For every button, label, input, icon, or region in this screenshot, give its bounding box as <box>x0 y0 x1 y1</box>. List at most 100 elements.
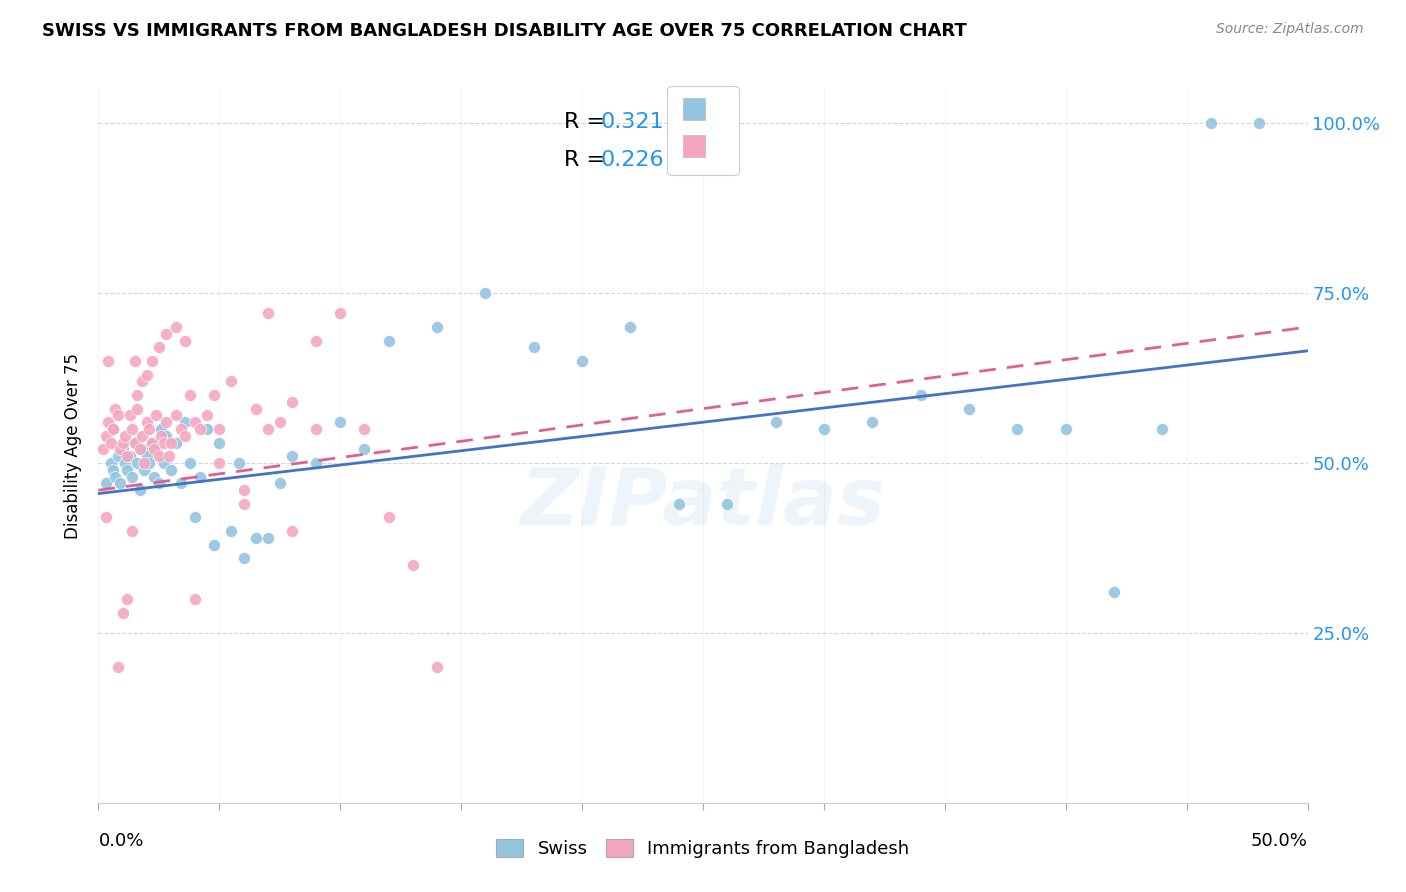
Point <box>174 429 197 443</box>
Point <box>619 320 641 334</box>
Point <box>148 449 170 463</box>
Text: SWISS VS IMMIGRANTS FROM BANGLADESH DISABILITY AGE OVER 75 CORRELATION CHART: SWISS VS IMMIGRANTS FROM BANGLADESH DISA… <box>42 22 967 40</box>
Point <box>121 422 143 436</box>
Point <box>204 388 226 402</box>
Point <box>114 456 136 470</box>
Point <box>148 341 170 355</box>
Point <box>184 591 207 606</box>
Point <box>184 415 207 429</box>
Point <box>91 442 114 457</box>
Text: Source: ZipAtlas.com: Source: ZipAtlas.com <box>1216 22 1364 37</box>
Point <box>124 435 146 450</box>
Point <box>1199 116 1222 130</box>
Point <box>195 409 218 423</box>
Point <box>860 415 883 429</box>
Point <box>141 435 163 450</box>
Point <box>100 456 122 470</box>
Point <box>145 409 167 423</box>
Point <box>135 415 157 429</box>
Point <box>402 558 425 572</box>
Point <box>474 286 496 301</box>
Point <box>353 422 375 436</box>
Point <box>232 497 254 511</box>
Point <box>232 483 254 498</box>
Text: 0.321: 0.321 <box>600 112 664 132</box>
Point <box>108 442 131 457</box>
Point <box>141 354 163 368</box>
Point <box>353 442 375 457</box>
Point <box>150 422 173 436</box>
Text: 72: 72 <box>699 150 728 169</box>
Point <box>94 429 117 443</box>
Point <box>208 422 231 436</box>
Point <box>107 449 129 463</box>
Point <box>188 422 211 436</box>
Point <box>523 341 546 355</box>
Point <box>281 394 304 409</box>
Point <box>160 463 183 477</box>
Point <box>179 388 201 402</box>
Point <box>104 469 127 483</box>
Point <box>221 524 243 538</box>
Point <box>155 429 177 443</box>
Y-axis label: Disability Age Over 75: Disability Age Over 75 <box>65 353 83 539</box>
Point <box>131 375 153 389</box>
Point <box>114 429 136 443</box>
Point <box>124 435 146 450</box>
Point <box>716 497 738 511</box>
Point <box>141 435 163 450</box>
Point <box>169 422 191 436</box>
Point <box>135 449 157 463</box>
Point <box>97 415 120 429</box>
Point <box>208 456 231 470</box>
Point <box>117 591 139 606</box>
Point <box>148 476 170 491</box>
Point <box>256 531 278 545</box>
Point <box>179 456 201 470</box>
Point <box>165 435 187 450</box>
Point <box>1007 422 1029 436</box>
Point <box>1249 116 1271 130</box>
Point <box>228 456 250 470</box>
Point <box>160 435 183 450</box>
Point <box>127 388 149 402</box>
Point <box>127 456 149 470</box>
Point <box>135 368 157 382</box>
Point <box>138 422 160 436</box>
Point <box>152 435 174 450</box>
Point <box>127 401 149 416</box>
Point <box>134 456 156 470</box>
Point <box>104 401 127 416</box>
Point <box>305 422 328 436</box>
Point <box>208 435 231 450</box>
Point <box>426 320 449 334</box>
Point <box>128 442 150 457</box>
Point <box>131 442 153 457</box>
Point <box>571 354 593 368</box>
Point <box>152 456 174 470</box>
Point <box>100 435 122 450</box>
Point <box>256 306 278 320</box>
Point <box>111 442 134 457</box>
Point <box>174 334 197 348</box>
Point <box>107 409 129 423</box>
Point <box>1152 422 1174 436</box>
Point <box>668 497 690 511</box>
Point <box>269 476 291 491</box>
Point <box>111 606 134 620</box>
Text: 0.226: 0.226 <box>600 150 664 169</box>
Text: R =: R = <box>564 112 612 132</box>
Point <box>124 354 146 368</box>
Point <box>329 306 352 320</box>
Point <box>101 422 124 436</box>
Point <box>256 422 278 436</box>
Point <box>377 334 399 348</box>
Point <box>117 463 139 477</box>
Point <box>118 409 141 423</box>
Point <box>269 415 291 429</box>
Point <box>131 429 153 443</box>
Point <box>101 463 124 477</box>
Point <box>128 483 150 498</box>
Point <box>143 469 166 483</box>
Point <box>245 401 267 416</box>
